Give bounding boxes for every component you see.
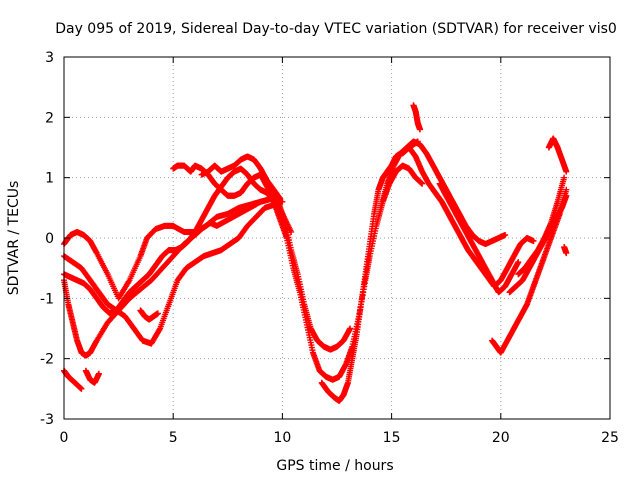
y-tick-label: 3 [45, 50, 54, 66]
y-tick-label: -2 [40, 352, 54, 368]
series-track-14 [399, 144, 537, 290]
data-point [563, 186, 570, 193]
series-track-3 [61, 201, 295, 347]
series-track-16 [436, 180, 522, 296]
data-layer [61, 102, 570, 404]
data-point [419, 180, 426, 187]
y-tick-label: 0 [45, 231, 54, 247]
series-track-20 [545, 135, 570, 175]
y-tick-label: 1 [45, 171, 54, 187]
series-track-12 [318, 138, 421, 404]
tick-layer: 0 5 10 15 20 25 -3 -2 -1 0 1 2 3 [40, 50, 619, 446]
data-point [563, 192, 570, 199]
data-point [347, 325, 354, 332]
series-track-1 [61, 195, 275, 302]
x-tick-label: 25 [601, 430, 619, 446]
data-point [78, 385, 85, 392]
series-track-5 [61, 367, 85, 392]
data-point [530, 238, 537, 245]
y-tick-label: -3 [40, 412, 54, 428]
data-point [561, 174, 568, 181]
data-point [154, 310, 161, 317]
series-track-10 [268, 186, 354, 353]
chart-title: Day 095 of 2019, Sidereal Day-to-day VTE… [55, 21, 617, 37]
series-track-15 [410, 102, 423, 133]
y-tick-label: -1 [40, 291, 54, 307]
data-point [95, 370, 102, 377]
series-track-9 [198, 153, 284, 202]
data-point [563, 168, 570, 175]
series-track-7 [137, 307, 161, 323]
x-tick-label: 10 [273, 430, 291, 446]
y-axis-title: SDTVAR / TECUs [6, 181, 22, 296]
data-point [416, 126, 423, 133]
data-point [156, 326, 163, 333]
data-point [502, 231, 509, 238]
x-tick-label: 0 [60, 430, 69, 446]
series-track-19 [515, 174, 568, 278]
series-track-6 [82, 367, 102, 386]
x-axis-title: GPS time / hours [276, 458, 393, 474]
x-tick-label: 5 [169, 430, 178, 446]
data-point [515, 259, 522, 266]
x-tick-label: 20 [492, 430, 510, 446]
data-point [563, 250, 570, 257]
series-track-11 [270, 162, 426, 383]
x-tick-label: 15 [383, 430, 401, 446]
series-track-21 [561, 244, 570, 257]
y-tick-label: 2 [45, 110, 54, 126]
